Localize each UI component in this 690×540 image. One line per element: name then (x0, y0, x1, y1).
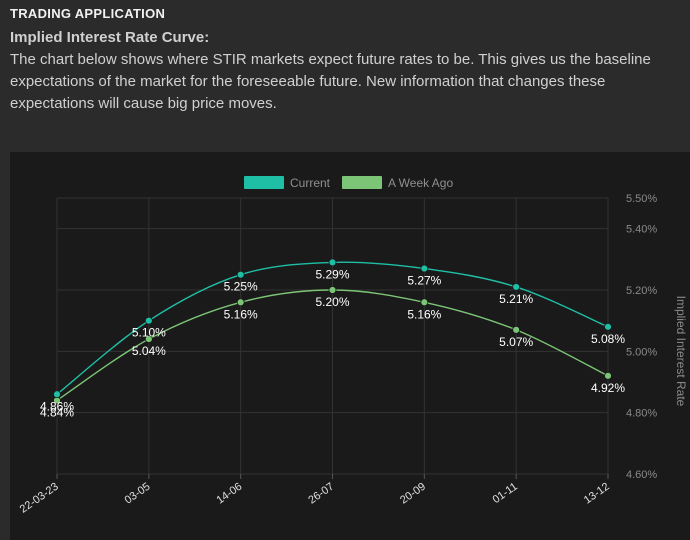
y-tick-label: 4.60% (626, 469, 657, 481)
data-point-week-ago (420, 298, 429, 307)
data-label-week-ago: 5.07% (499, 335, 533, 349)
data-label-current: 5.29% (315, 267, 349, 281)
data-label-current: 5.21% (499, 292, 533, 306)
data-point-current (328, 258, 337, 267)
data-point-current (53, 390, 61, 399)
x-tick-label: 03-05 (123, 481, 153, 507)
data-point-current (144, 316, 153, 325)
x-tick-label: 13-12 (582, 481, 612, 507)
section-title: TRADING APPLICATION (10, 6, 166, 21)
legend-label-current: Current (290, 176, 331, 190)
data-label-week-ago: 4.84% (40, 405, 74, 419)
data-point-current (512, 283, 521, 291)
data-point-week-ago (328, 286, 337, 294)
x-tick-label: 26-07 (306, 481, 336, 507)
data-point-week-ago (604, 371, 612, 380)
data-label-current: 4.86% (40, 399, 74, 413)
data-label-week-ago: 5.04% (132, 344, 166, 358)
data-label-week-ago: 4.92% (591, 381, 625, 395)
chart-heading: Implied Interest Rate Curve: (10, 29, 210, 46)
data-point-current (236, 270, 245, 279)
data-label-week-ago: 5.16% (407, 307, 441, 321)
data-point-current (604, 322, 612, 331)
chart-panel: 4.60% 4.80% 5.00% 5.20% 5.40% 5.50% 22-03-23 03… (10, 152, 690, 540)
data-label-week-ago: 5.16% (224, 307, 258, 321)
x-tick-label: 20-09 (398, 481, 428, 507)
data-point-week-ago (236, 298, 245, 307)
legend-label-week-ago: A Week Ago (388, 176, 453, 190)
data-point-week-ago (144, 335, 153, 343)
x-tick-label: 14-06 (214, 481, 244, 507)
y-tick-label: 5.40% (626, 224, 657, 236)
data-label-current: 5.08% (591, 332, 625, 346)
data-label-current: 5.10% (132, 326, 166, 340)
y-tick-label: 5.50% (626, 193, 657, 205)
x-tick-label: 22-03-23 (18, 481, 61, 516)
chart-description: The chart below shows where STIR markets… (10, 51, 651, 112)
data-label-current: 5.25% (224, 280, 258, 294)
data-point-week-ago (512, 325, 521, 334)
y-tick-label: 5.20% (626, 285, 657, 297)
legend-swatch-week-ago (342, 176, 382, 189)
y-tick-label: 4.80% (626, 408, 657, 420)
interest-rate-chart: 4.60% 4.80% 5.00% 5.20% 5.40% 5.50% 22-03-23 03… (18, 176, 688, 516)
data-label-week-ago: 5.20% (315, 295, 349, 309)
data-point-current (420, 264, 429, 273)
y-axis-title: Implied Interest Rate (674, 296, 688, 407)
data-label-current: 5.27% (407, 274, 441, 288)
legend-swatch-current (244, 176, 284, 189)
y-tick-label: 5.00% (626, 346, 657, 358)
x-tick-label: 01-11 (491, 481, 520, 507)
